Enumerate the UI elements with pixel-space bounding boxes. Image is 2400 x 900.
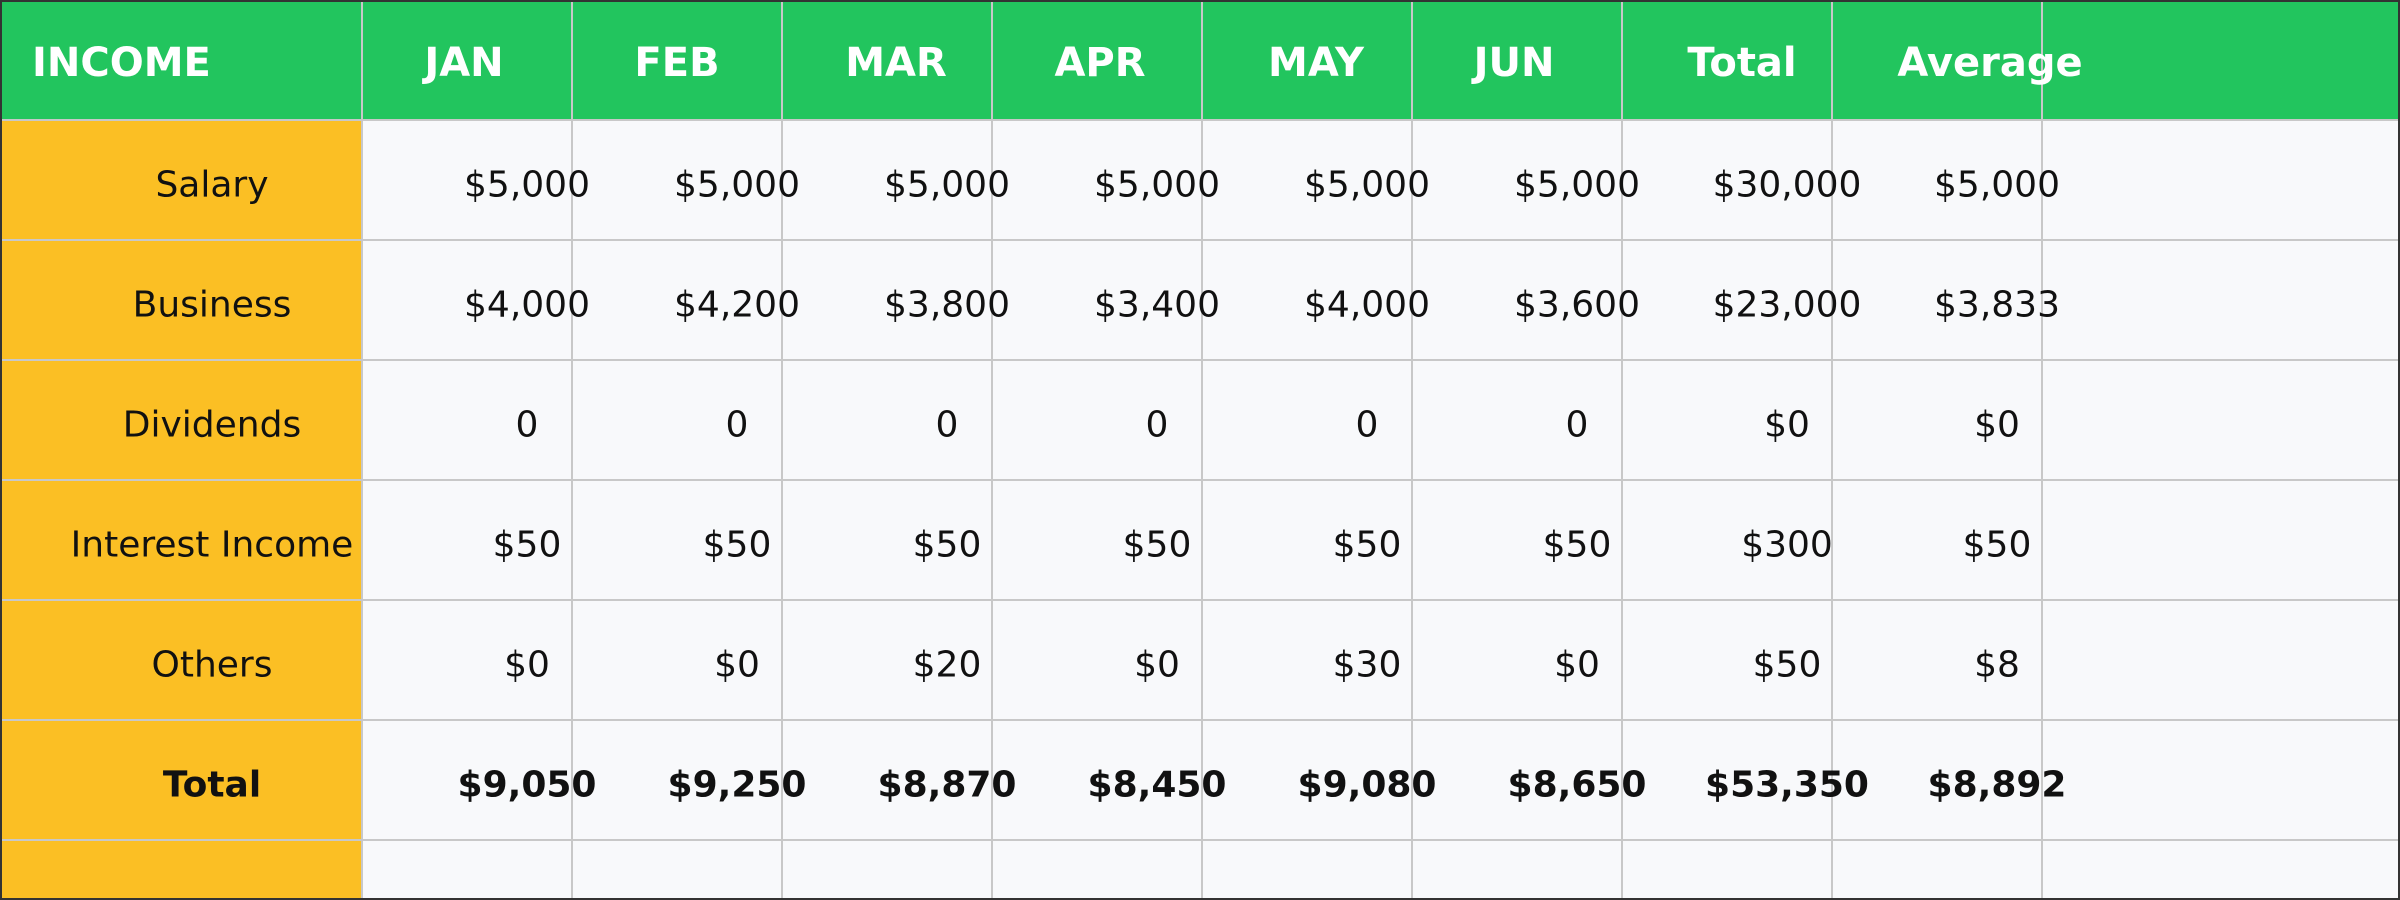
table-cell[interactable]: $5,000	[674, 164, 800, 206]
table-cell[interactable]: $0	[1554, 644, 1600, 686]
header-cell-average[interactable]: Average	[1897, 40, 2083, 86]
table-cell[interactable]: $5,000	[464, 164, 590, 206]
table-cell[interactable]: $0	[504, 644, 550, 686]
row-label[interactable]: Total	[162, 764, 262, 806]
table-cell[interactable]: $30,000	[1712, 164, 1862, 206]
table-cell[interactable]: $4,200	[674, 284, 800, 326]
row-divider	[2, 119, 2398, 121]
table-cell[interactable]: $50	[702, 524, 772, 566]
table-cell[interactable]: $8,870	[877, 764, 1017, 806]
table-cell[interactable]: $0	[714, 644, 760, 686]
column-divider	[1621, 2, 1623, 898]
table-cell[interactable]: $0	[1134, 644, 1180, 686]
table-cell[interactable]: $5,000	[1514, 164, 1640, 206]
table-cell[interactable]: $9,050	[457, 764, 597, 806]
header-cell-may[interactable]: MAY	[1268, 40, 1364, 86]
table-cell[interactable]: $50	[912, 524, 982, 566]
column-divider	[571, 2, 573, 898]
row-divider	[2, 599, 2398, 601]
table-cell[interactable]: $50	[1542, 524, 1612, 566]
table-cell[interactable]: 0	[1355, 404, 1379, 446]
header-cell-income[interactable]: INCOME	[32, 40, 211, 86]
table-cell[interactable]: $9,080	[1297, 764, 1437, 806]
table-cell[interactable]: $4,000	[1304, 284, 1430, 326]
header-cell-mar[interactable]: MAR	[845, 40, 947, 86]
table-cell[interactable]: $8,650	[1507, 764, 1647, 806]
header-cell-apr[interactable]: APR	[1054, 40, 1146, 86]
row-divider	[2, 839, 2398, 841]
row-divider	[2, 359, 2398, 361]
row-label[interactable]: Business	[132, 284, 292, 326]
table-cell[interactable]: $5,000	[1304, 164, 1430, 206]
column-divider	[991, 2, 993, 898]
column-divider	[2041, 2, 2043, 898]
table-cell[interactable]: $0	[1974, 404, 2020, 446]
table-cell[interactable]: $5,000	[1094, 164, 1220, 206]
column-divider	[781, 2, 783, 898]
row-label[interactable]: Salary	[155, 164, 269, 206]
row-label[interactable]: Others	[151, 644, 273, 686]
table-cell[interactable]: $3,833	[1934, 284, 2060, 326]
table-cell[interactable]: $8,892	[1927, 764, 2067, 806]
table-cell[interactable]: $23,000	[1712, 284, 1862, 326]
table-cell[interactable]: $50	[1122, 524, 1192, 566]
table-cell[interactable]: $5,000	[884, 164, 1010, 206]
row-label[interactable]: Dividends	[122, 404, 302, 446]
table-cell[interactable]: $0	[1764, 404, 1810, 446]
table-cell[interactable]: $5,000	[1934, 164, 2060, 206]
row-label-column	[2, 120, 362, 898]
header-row	[2, 2, 2398, 120]
column-divider	[1201, 2, 1203, 898]
row-divider	[2, 239, 2398, 241]
table-cell[interactable]: $3,800	[884, 284, 1010, 326]
table-cell[interactable]: $9,250	[667, 764, 807, 806]
table-cell[interactable]: $50	[492, 524, 562, 566]
row-divider	[2, 719, 2398, 721]
table-cell[interactable]: $3,600	[1514, 284, 1640, 326]
table-cell[interactable]: $8,450	[1087, 764, 1227, 806]
row-divider	[2, 479, 2398, 481]
table-cell[interactable]: 0	[1565, 404, 1589, 446]
table-cell[interactable]: $50	[1332, 524, 1402, 566]
table-cell[interactable]: $50	[1962, 524, 2032, 566]
column-divider	[361, 2, 363, 898]
table-cell[interactable]: $4,000	[464, 284, 590, 326]
table-cell[interactable]: 0	[725, 404, 749, 446]
table-cell[interactable]: $3,400	[1094, 284, 1220, 326]
header-cell-jun[interactable]: JUN	[1473, 40, 1555, 86]
row-label[interactable]: Interest Income	[70, 524, 354, 566]
header-cell-jan[interactable]: JAN	[424, 40, 504, 86]
table-cell[interactable]: 0	[1145, 404, 1169, 446]
table-cell[interactable]: $300	[1741, 524, 1833, 566]
table-cell[interactable]: $8	[1974, 644, 2020, 686]
header-cell-total[interactable]: Total	[1687, 40, 1797, 86]
header-cell-feb[interactable]: FEB	[634, 40, 720, 86]
column-divider	[1831, 2, 1833, 898]
table-cell[interactable]: $50	[1752, 644, 1822, 686]
table-cell[interactable]: $53,350	[1705, 764, 1869, 806]
column-divider	[1411, 2, 1413, 898]
table-cell[interactable]: 0	[515, 404, 539, 446]
table-cell[interactable]: 0	[935, 404, 959, 446]
table-cell[interactable]: $20	[912, 644, 982, 686]
table-cell[interactable]: $30	[1332, 644, 1402, 686]
